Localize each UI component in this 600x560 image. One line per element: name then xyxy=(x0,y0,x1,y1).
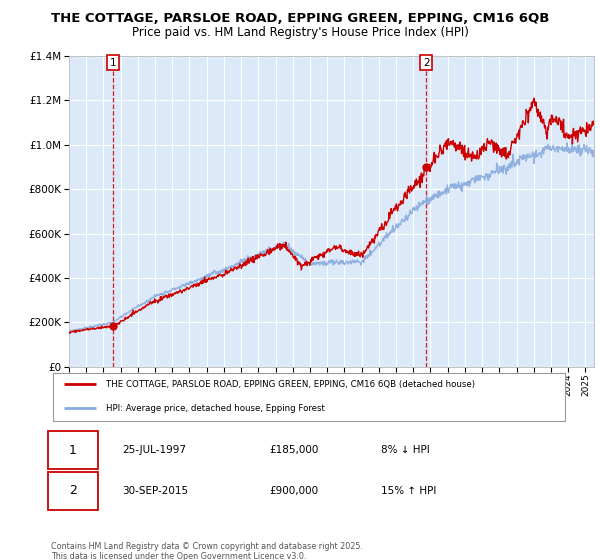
FancyBboxPatch shape xyxy=(53,374,565,421)
Text: 25-JUL-1997: 25-JUL-1997 xyxy=(122,445,186,455)
Text: Contains HM Land Registry data © Crown copyright and database right 2025.
This d: Contains HM Land Registry data © Crown c… xyxy=(51,542,363,560)
FancyBboxPatch shape xyxy=(48,431,98,469)
FancyBboxPatch shape xyxy=(48,472,98,510)
Text: 1: 1 xyxy=(69,444,77,457)
Text: 2: 2 xyxy=(69,484,77,497)
Text: 15% ↑ HPI: 15% ↑ HPI xyxy=(380,486,436,496)
Text: THE COTTAGE, PARSLOE ROAD, EPPING GREEN, EPPING, CM16 6QB (detached house): THE COTTAGE, PARSLOE ROAD, EPPING GREEN,… xyxy=(106,380,475,389)
Text: Price paid vs. HM Land Registry's House Price Index (HPI): Price paid vs. HM Land Registry's House … xyxy=(131,26,469,39)
Text: £900,000: £900,000 xyxy=(270,486,319,496)
Text: THE COTTAGE, PARSLOE ROAD, EPPING GREEN, EPPING, CM16 6QB: THE COTTAGE, PARSLOE ROAD, EPPING GREEN,… xyxy=(51,12,549,25)
Text: 8% ↓ HPI: 8% ↓ HPI xyxy=(380,445,430,455)
Text: 1: 1 xyxy=(110,58,116,68)
Text: 2: 2 xyxy=(423,58,430,68)
Text: HPI: Average price, detached house, Epping Forest: HPI: Average price, detached house, Eppi… xyxy=(106,404,325,413)
Text: 30-SEP-2015: 30-SEP-2015 xyxy=(122,486,188,496)
Text: £185,000: £185,000 xyxy=(270,445,319,455)
